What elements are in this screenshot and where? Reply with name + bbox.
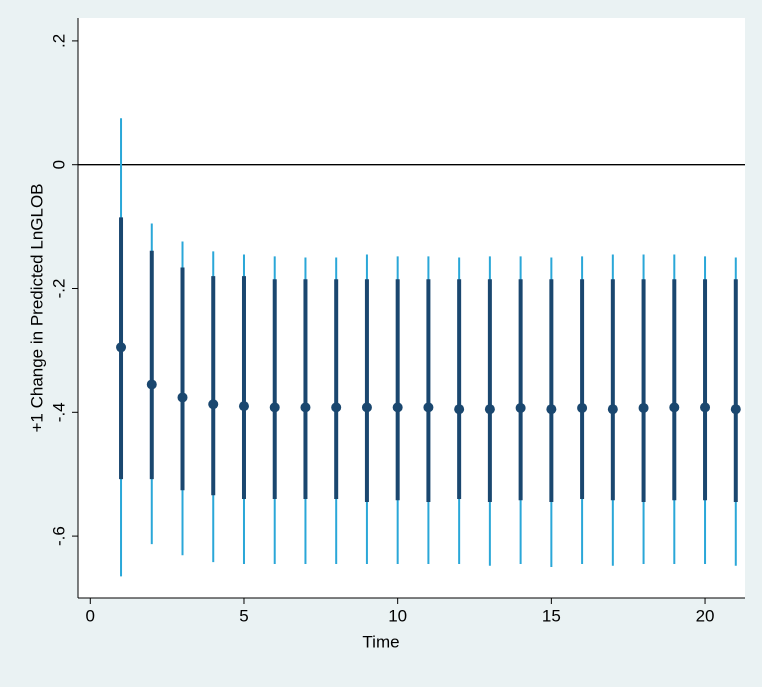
point-estimate: [638, 402, 649, 413]
x-tick-label: 20: [696, 606, 715, 625]
point-estimate: [392, 402, 403, 413]
point-estimate: [331, 402, 342, 413]
y-tick-label: -.2: [49, 279, 68, 299]
y-tick-label: 0: [49, 160, 68, 169]
point-estimate: [515, 402, 526, 413]
y-tick-label: .2: [49, 34, 68, 48]
point-estimate: [238, 401, 249, 412]
point-estimate: [300, 402, 311, 413]
point-estimate: [730, 404, 741, 415]
point-estimate: [423, 402, 434, 413]
point-estimate: [484, 404, 495, 415]
x-tick-label: 15: [542, 606, 561, 625]
x-axis-label: Time: [362, 632, 399, 651]
point-estimate: [146, 379, 157, 390]
x-tick-label: 0: [86, 606, 95, 625]
point-estimate: [454, 404, 465, 415]
point-estimate: [208, 399, 219, 410]
point-estimate: [116, 342, 127, 353]
x-tick-label: 10: [388, 606, 407, 625]
point-estimate: [577, 402, 588, 413]
point-estimate: [177, 392, 188, 403]
point-estimate: [546, 404, 557, 415]
y-axis-label: +1 Change in Predicted LnGLOB: [27, 183, 46, 432]
y-tick-label: -.6: [49, 526, 68, 546]
point-estimate: [361, 402, 372, 413]
point-estimate: [669, 402, 680, 413]
point-estimate: [269, 402, 280, 413]
point-estimate: [700, 402, 711, 413]
y-tick-label: -.4: [49, 402, 68, 422]
point-estimate: [607, 404, 618, 415]
plot-area: [78, 18, 745, 598]
x-tick-label: 5: [239, 606, 248, 625]
